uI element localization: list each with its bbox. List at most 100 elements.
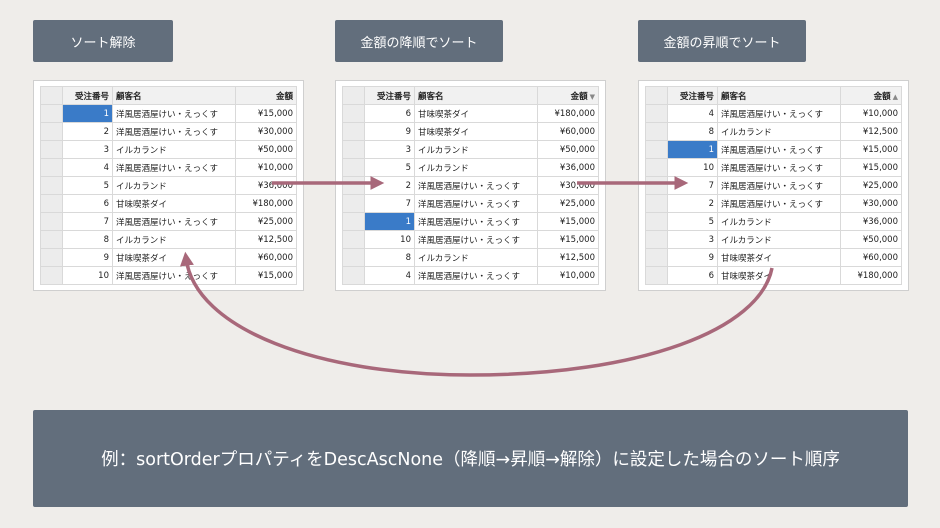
cell-amount[interactable]: ¥36,000 (537, 158, 599, 177)
cell-name[interactable]: イルカランド (112, 140, 236, 159)
cell-amount[interactable]: ¥180,000 (840, 266, 902, 285)
table-row[interactable]: 8 イルカランド ¥12,500 (342, 248, 599, 267)
cell-amount[interactable]: ¥15,000 (840, 140, 902, 159)
row-header[interactable] (342, 266, 365, 285)
table-row[interactable]: 10 洋風居酒屋けい・えっくす ¥15,000 (342, 230, 599, 249)
row-header[interactable] (40, 140, 63, 159)
cell-name[interactable]: イルカランド (717, 122, 841, 141)
cell-no[interactable]: 3 (364, 140, 415, 159)
cell-amount[interactable]: ¥15,000 (537, 230, 599, 249)
cell-amount[interactable]: ¥36,000 (840, 212, 902, 231)
table-row[interactable]: 4 洋風居酒屋けい・えっくす ¥10,000 (40, 158, 297, 177)
row-header[interactable] (645, 158, 668, 177)
table-row[interactable]: 7 洋風居酒屋けい・えっくす ¥25,000 (40, 212, 297, 231)
row-header[interactable] (645, 266, 668, 285)
table-row[interactable]: 9 甘味喫茶ダイ ¥60,000 (645, 248, 902, 267)
row-header[interactable] (645, 230, 668, 249)
cell-name[interactable]: 洋風居酒屋けい・えっくす (414, 212, 538, 231)
row-header[interactable] (342, 176, 365, 195)
cell-amount[interactable]: ¥10,000 (235, 158, 297, 177)
row-header[interactable] (645, 212, 668, 231)
column-header-name[interactable]: 顧客名 (717, 86, 841, 105)
column-header-no[interactable]: 受注番号 (62, 86, 113, 105)
cell-amount[interactable]: ¥30,000 (840, 194, 902, 213)
cell-no[interactable]: 9 (667, 248, 718, 267)
cell-amount[interactable]: ¥15,000 (537, 212, 599, 231)
table-row[interactable]: 7 洋風居酒屋けい・えっくす ¥25,000 (645, 176, 902, 195)
column-header-amount[interactable]: 金額 ▼ (537, 86, 599, 105)
row-header[interactable] (645, 248, 668, 267)
cell-amount[interactable]: ¥30,000 (235, 122, 297, 141)
cell-name[interactable]: イルカランド (414, 248, 538, 267)
cell-name[interactable]: イルカランド (112, 176, 236, 195)
table-row[interactable]: 2 洋風居酒屋けい・えっくす ¥30,000 (40, 122, 297, 141)
cell-amount[interactable]: ¥25,000 (840, 176, 902, 195)
column-header-name[interactable]: 顧客名 (112, 86, 236, 105)
cell-no[interactable]: 9 (62, 248, 113, 267)
row-header[interactable] (40, 122, 63, 141)
row-header[interactable] (342, 212, 365, 231)
cell-name[interactable]: 甘味喫茶ダイ (717, 248, 841, 267)
row-header[interactable] (645, 104, 668, 123)
cell-name[interactable]: 洋風居酒屋けい・えっくす (414, 230, 538, 249)
table-row[interactable]: 10 洋風居酒屋けい・えっくす ¥15,000 (645, 158, 902, 177)
table-row[interactable]: 4 洋風居酒屋けい・えっくす ¥10,000 (645, 104, 902, 123)
row-header[interactable] (40, 266, 63, 285)
table-row[interactable]: 6 甘味喫茶ダイ ¥180,000 (342, 104, 599, 123)
cell-name[interactable]: 洋風居酒屋けい・えっくす (414, 176, 538, 195)
cell-amount[interactable]: ¥12,500 (840, 122, 902, 141)
row-header[interactable] (342, 230, 365, 249)
table-row[interactable]: 1 洋風居酒屋けい・えっくす ¥15,000 (40, 104, 297, 123)
table-row[interactable]: 8 イルカランド ¥12,500 (645, 122, 902, 141)
cell-name[interactable]: 洋風居酒屋けい・えっくす (112, 104, 236, 123)
cell-no[interactable]: 10 (667, 158, 718, 177)
cell-no[interactable]: 1 (62, 104, 113, 123)
table-row[interactable]: 7 洋風居酒屋けい・えっくす ¥25,000 (342, 194, 599, 213)
row-header[interactable] (40, 194, 63, 213)
cell-name[interactable]: 洋風居酒屋けい・えっくす (112, 212, 236, 231)
cell-no[interactable]: 3 (62, 140, 113, 159)
row-header[interactable] (40, 230, 63, 249)
cell-amount[interactable]: ¥12,500 (235, 230, 297, 249)
cell-no[interactable]: 2 (364, 176, 415, 195)
cell-amount[interactable]: ¥36,000 (235, 176, 297, 195)
table-row[interactable]: 10 洋風居酒屋けい・えっくす ¥15,000 (40, 266, 297, 285)
cell-name[interactable]: 洋風居酒屋けい・えっくす (112, 158, 236, 177)
cell-name[interactable]: 甘味喫茶ダイ (112, 248, 236, 267)
cell-no[interactable]: 3 (667, 230, 718, 249)
table-row[interactable]: 1 洋風居酒屋けい・えっくす ¥15,000 (645, 140, 902, 159)
cell-name[interactable]: 洋風居酒屋けい・えっくす (414, 194, 538, 213)
table-row[interactable]: 5 イルカランド ¥36,000 (645, 212, 902, 231)
column-header-no[interactable]: 受注番号 (667, 86, 718, 105)
table-row[interactable]: 6 甘味喫茶ダイ ¥180,000 (40, 194, 297, 213)
column-header-name[interactable]: 顧客名 (414, 86, 538, 105)
table-row[interactable]: 2 洋風居酒屋けい・えっくす ¥30,000 (645, 194, 902, 213)
cell-name[interactable]: 洋風居酒屋けい・えっくす (414, 266, 538, 285)
cell-no[interactable]: 5 (364, 158, 415, 177)
cell-no[interactable]: 7 (62, 212, 113, 231)
cell-no[interactable]: 10 (62, 266, 113, 285)
cell-no[interactable]: 7 (667, 176, 718, 195)
cell-amount[interactable]: ¥60,000 (537, 122, 599, 141)
table-row[interactable]: 5 イルカランド ¥36,000 (40, 176, 297, 195)
cell-name[interactable]: 洋風居酒屋けい・えっくす (717, 104, 841, 123)
cell-amount[interactable]: ¥180,000 (235, 194, 297, 213)
cell-no[interactable]: 4 (667, 104, 718, 123)
row-header[interactable] (645, 122, 668, 141)
cell-name[interactable]: 洋風居酒屋けい・えっくす (717, 176, 841, 195)
table-row[interactable]: 6 甘味喫茶ダイ ¥180,000 (645, 266, 902, 285)
cell-amount[interactable]: ¥25,000 (537, 194, 599, 213)
cell-amount[interactable]: ¥10,000 (840, 104, 902, 123)
cell-no[interactable]: 6 (62, 194, 113, 213)
cell-amount[interactable]: ¥50,000 (235, 140, 297, 159)
table-row[interactable]: 5 イルカランド ¥36,000 (342, 158, 599, 177)
row-header[interactable] (40, 104, 63, 123)
cell-no[interactable]: 2 (667, 194, 718, 213)
cell-name[interactable]: 洋風居酒屋けい・えっくす (717, 158, 841, 177)
cell-no[interactable]: 10 (364, 230, 415, 249)
cell-amount[interactable]: ¥30,000 (537, 176, 599, 195)
cell-amount[interactable]: ¥60,000 (840, 248, 902, 267)
row-header[interactable] (40, 176, 63, 195)
row-header[interactable] (342, 194, 365, 213)
cell-amount[interactable]: ¥10,000 (537, 266, 599, 285)
